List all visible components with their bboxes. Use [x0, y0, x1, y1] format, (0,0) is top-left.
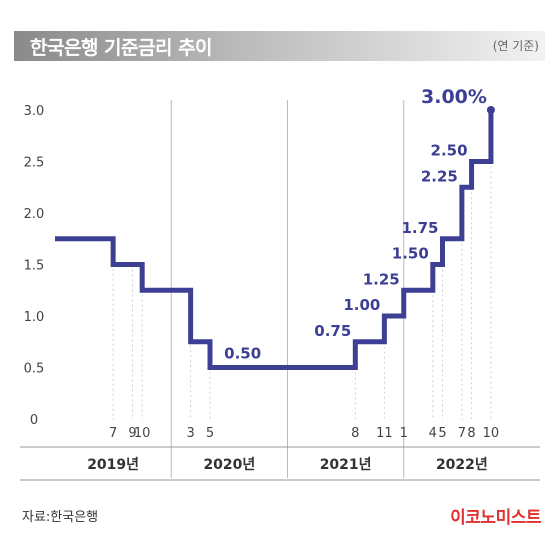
axis-layer	[20, 446, 540, 481]
month-tick-label: 1	[400, 426, 408, 441]
month-tick-label: 10	[483, 426, 500, 441]
data-label: 1.25	[363, 270, 400, 288]
y-tick-label: 1.0	[24, 310, 45, 325]
label-layer: 2019년 2020년 2021년 2022년 0 0.5 1.0 1.5 2.0 2.5 3.0 7…	[24, 86, 500, 473]
data-label: 2.50	[431, 142, 468, 160]
data-label: 1.00	[343, 296, 380, 314]
y-tick-label: 1.5	[24, 259, 45, 274]
data-label: 1.50	[392, 245, 429, 263]
month-tick-label: 5	[438, 426, 446, 441]
month-tick-label: 8	[467, 426, 475, 441]
year-label: 2019년	[87, 457, 139, 473]
y-tick-label: 2.0	[24, 207, 45, 222]
year-label: 2021년	[320, 457, 372, 473]
rate-step-line	[55, 110, 494, 370]
title-bar	[14, 31, 545, 61]
month-tick-label: 11	[376, 426, 393, 441]
publisher-logo: 이코노미스트	[450, 508, 541, 528]
series-layer	[55, 106, 495, 370]
rate-chart: 2019년 2020년 2021년 2022년 0 0.5 1.0 1.5 2.0 2.5 3.0 7…	[20, 86, 540, 481]
month-tick-label: 7	[458, 426, 466, 441]
chart-title: 한국은행 기준금리 추이	[30, 37, 213, 59]
y-tick-label: 2.5	[24, 156, 45, 171]
month-tick-label: 4	[429, 426, 437, 441]
month-tick-label: 5	[206, 426, 214, 441]
month-tick-label: 7	[109, 426, 117, 441]
y-tick-label: 0	[30, 413, 38, 428]
data-label: 1.75	[401, 219, 438, 237]
y-tick-label: 0.5	[24, 362, 45, 377]
month-tick-label: 3	[186, 426, 194, 441]
month-tick-label: 8	[351, 426, 359, 441]
data-label: 0.75	[314, 322, 351, 340]
year-label: 2022년	[436, 457, 488, 473]
end-point-marker	[486, 106, 495, 114]
year-label: 2020년	[203, 457, 255, 473]
unit-note: (연 기준)	[492, 39, 539, 53]
source-note: 자료:한국은행	[22, 510, 99, 525]
month-tick-label: 10	[134, 426, 151, 441]
data-label: 0.50	[224, 345, 261, 363]
y-tick-label: 3.0	[24, 104, 45, 119]
data-label: 2.25	[421, 167, 458, 185]
month-tick-label: 9	[128, 426, 136, 441]
data-label: 3.00%	[421, 86, 487, 108]
